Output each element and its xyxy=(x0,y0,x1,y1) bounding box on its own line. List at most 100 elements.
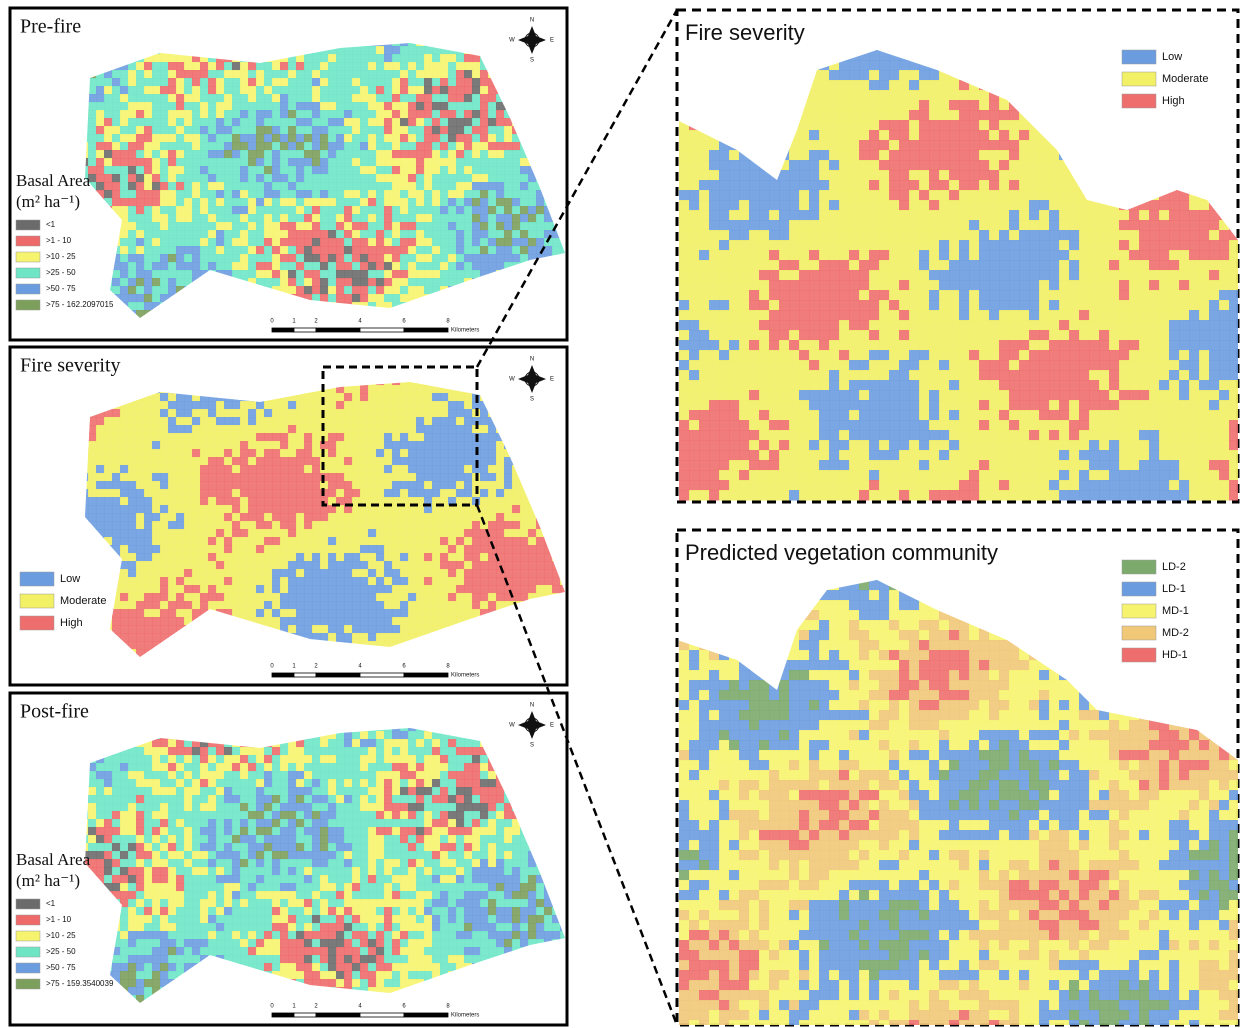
map-cell xyxy=(200,134,209,143)
map-cell xyxy=(200,401,209,410)
map-cell xyxy=(408,537,417,546)
map-cell xyxy=(368,401,377,410)
map-cell xyxy=(216,158,225,167)
map-cell xyxy=(480,158,489,167)
map-cell xyxy=(240,553,249,562)
map-cell xyxy=(216,214,225,223)
map-cell xyxy=(168,142,177,151)
legend-swatch xyxy=(20,572,54,586)
map-cell xyxy=(280,150,289,159)
map-cell xyxy=(272,409,281,418)
map-cell xyxy=(280,254,289,263)
map-cell xyxy=(112,134,121,143)
map-cell xyxy=(448,222,457,231)
map-cell xyxy=(568,158,577,167)
map-cell xyxy=(384,433,393,442)
map-cell xyxy=(304,166,313,175)
map-cell xyxy=(312,254,321,263)
map-cell xyxy=(368,294,377,303)
map-cell xyxy=(264,102,273,111)
map-cell xyxy=(112,270,121,279)
map-cell xyxy=(208,513,217,522)
map-cell xyxy=(360,278,369,287)
map-cell xyxy=(192,238,201,247)
map-cell xyxy=(368,150,377,159)
map-cell xyxy=(136,561,145,570)
map-cell xyxy=(296,78,305,87)
map-cell xyxy=(488,561,497,570)
map-cell xyxy=(392,158,401,167)
map-cell xyxy=(360,174,369,183)
map-cell xyxy=(120,601,129,610)
map-cell xyxy=(184,747,193,756)
map-cell xyxy=(416,214,425,223)
map-cell xyxy=(424,230,433,239)
map-cell xyxy=(160,481,169,490)
map-cell xyxy=(480,473,489,482)
map-cell xyxy=(440,238,449,247)
map-cell xyxy=(136,601,145,610)
map-cell xyxy=(248,609,257,618)
map-cell xyxy=(232,254,241,263)
map-cell xyxy=(520,561,529,570)
map-cell xyxy=(296,70,305,79)
map-cell xyxy=(400,182,409,191)
map-cell xyxy=(384,150,393,159)
map-cell xyxy=(160,593,169,602)
map-cell xyxy=(240,577,249,586)
map-cell xyxy=(120,585,129,594)
map-cell xyxy=(120,425,129,434)
map-cell xyxy=(328,537,337,546)
map-cell xyxy=(88,433,97,442)
map-cell xyxy=(480,102,489,111)
map-cell xyxy=(264,771,273,780)
map-cell xyxy=(568,246,577,255)
map-cell xyxy=(208,86,217,95)
map-cell xyxy=(368,102,377,111)
map-cell xyxy=(312,70,321,79)
map-cell xyxy=(400,270,409,279)
map-cell xyxy=(360,731,369,740)
map-cell xyxy=(352,545,361,554)
map-cell xyxy=(568,302,577,311)
map-cell xyxy=(472,78,481,87)
map-cell xyxy=(352,385,361,394)
map-cell xyxy=(312,545,321,554)
legend-label: High xyxy=(60,617,83,629)
map-cell xyxy=(264,755,273,764)
map-cell xyxy=(192,489,201,498)
map-cell xyxy=(432,238,441,247)
map-cell xyxy=(360,142,369,151)
map-cell xyxy=(400,134,409,143)
map-cell xyxy=(200,246,209,255)
map-cell xyxy=(256,182,265,191)
map-cell xyxy=(568,489,577,498)
map-cell xyxy=(352,262,361,271)
map-cell xyxy=(280,489,289,498)
map-cell xyxy=(368,731,377,740)
map-cell xyxy=(272,505,281,514)
map-cell xyxy=(264,214,273,223)
map-cell xyxy=(568,617,577,626)
map-cell xyxy=(336,54,345,63)
map-cell xyxy=(344,294,353,303)
map-cell xyxy=(424,771,433,780)
map-cell xyxy=(568,513,577,522)
map-cell xyxy=(152,481,161,490)
map-cell xyxy=(544,230,553,239)
map-cell xyxy=(176,755,185,764)
map-cell xyxy=(568,150,577,159)
map-cell xyxy=(192,158,201,167)
map-cell xyxy=(264,158,273,167)
map-cell xyxy=(568,46,577,55)
map-cell xyxy=(504,230,513,239)
map-cell xyxy=(376,94,385,103)
map-cell xyxy=(336,262,345,271)
map-cell xyxy=(360,409,369,418)
map-cell xyxy=(424,174,433,183)
map-cell xyxy=(344,537,353,546)
map-cell xyxy=(384,70,393,79)
map-cell xyxy=(464,254,473,263)
map-cell xyxy=(416,102,425,111)
map-cell xyxy=(128,190,137,199)
